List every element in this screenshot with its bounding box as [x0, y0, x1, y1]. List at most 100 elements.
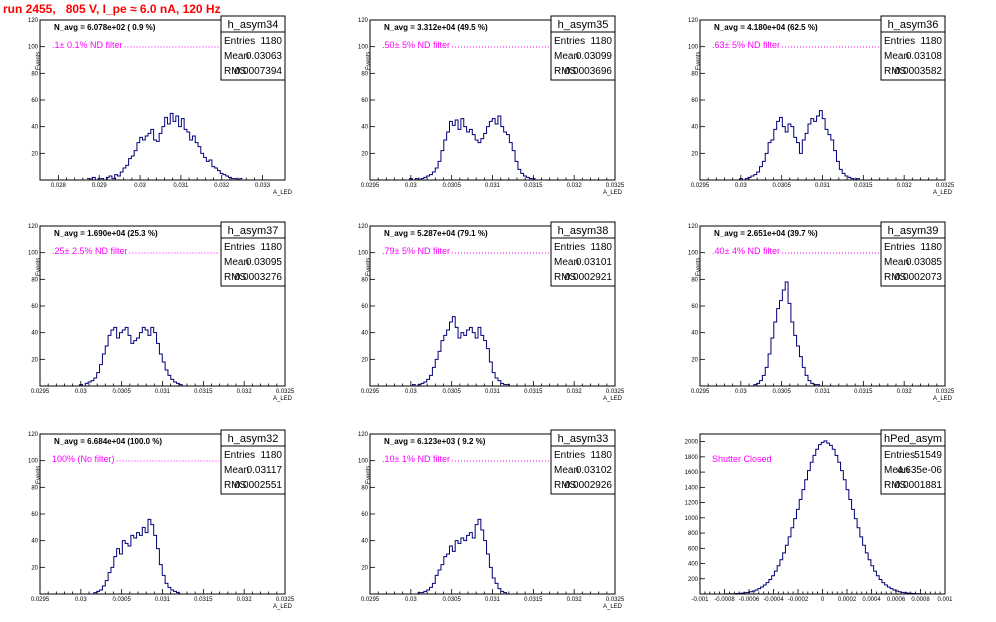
- n-avg-label: N_avg = 6.078e+02 ( 0.9 %): [54, 23, 156, 32]
- y-axis-label: Events: [36, 52, 42, 70]
- y-tick-label: 40: [691, 331, 698, 337]
- y-tick-label: 1600: [685, 470, 699, 476]
- stats-value: 0.0002073: [895, 272, 943, 283]
- x-tick-label: 0.0305: [112, 389, 131, 395]
- y-tick-label: 60: [361, 98, 368, 104]
- histogram-panel-h_asym34: 0.028 0.029 0.03 0.031 0.032 0.033 20 40 60 80 100…: [28, 15, 293, 196]
- stats-label: Entries: [884, 36, 915, 47]
- y-tick-label: 80: [691, 277, 698, 283]
- x-tick-label: 0.0325: [936, 389, 955, 395]
- y-tick-label: 120: [28, 432, 39, 438]
- y-tick-label: 80: [31, 277, 38, 283]
- y-tick-label: 1200: [685, 501, 699, 507]
- stats-value: 0.03102: [576, 465, 613, 476]
- stats-label: Entries: [884, 450, 915, 461]
- y-tick-label: 20: [361, 565, 368, 571]
- y-tick-label: 600: [688, 546, 699, 552]
- histogram-line: [736, 281, 868, 387]
- y-tick-label: 40: [361, 125, 368, 131]
- y-tick-label: 40: [361, 331, 368, 337]
- stats-title: h_asym35: [558, 19, 609, 31]
- x-tick-label: 0.03: [405, 389, 417, 395]
- stats-label: Entries: [224, 36, 255, 47]
- y-tick-label: 100: [688, 45, 699, 51]
- histogram-line: [406, 316, 538, 387]
- histogram-panel-h_asym36: 0.0295 0.03 0.0305 0.031 0.0315 0.032 0.0325 20…: [688, 15, 955, 196]
- y-tick-label: 60: [691, 304, 698, 310]
- stats-value: 0.03063: [246, 51, 283, 62]
- stats-value: 1180: [590, 242, 612, 253]
- stats-label: RMS: [554, 66, 577, 77]
- histogram-panel-h_asym37: 0.0295 0.03 0.0305 0.031 0.0315 0.032 0.0325 20…: [28, 221, 295, 402]
- x-tick-label: 0.0315: [524, 183, 543, 189]
- x-tick-label: 0.0295: [31, 597, 50, 603]
- y-tick-label: 80: [361, 277, 368, 283]
- stats-value: 0.0002926: [565, 480, 613, 491]
- histogram-line: [406, 518, 538, 595]
- y-tick-label: 200: [688, 577, 699, 583]
- histogram-line: [722, 440, 929, 595]
- stats-value: 0.03099: [576, 51, 613, 62]
- stats-box: [880, 445, 946, 495]
- stats-value: 0.03101: [576, 257, 613, 268]
- x-tick-label: 0.033: [255, 183, 271, 189]
- stats-box: [550, 31, 616, 81]
- y-axis-label: Events: [696, 258, 702, 276]
- histogram-panel-h_asym38: 0.0295 0.03 0.0305 0.031 0.0315 0.032 0.0325 20…: [358, 221, 625, 402]
- stats-title: h_asym32: [228, 433, 279, 445]
- stats-label: Mean: [224, 51, 249, 62]
- stats-title: h_asym39: [888, 225, 939, 237]
- x-tick-label: 0.032: [567, 183, 583, 189]
- stats-value: 0.0003696: [565, 66, 613, 77]
- y-tick-label: 1400: [685, 485, 699, 491]
- y-tick-label: 100: [358, 459, 369, 465]
- x-tick-label: 0.0006: [887, 597, 906, 603]
- stats-value: 0.0002921: [565, 272, 613, 283]
- stats-box: [880, 237, 946, 287]
- stats-value: 0.0003582: [895, 66, 943, 77]
- stats-label: Entries: [884, 242, 915, 253]
- x-tick-label: 0.0008: [911, 597, 930, 603]
- stats-label: RMS: [224, 272, 247, 283]
- run-title: run 2455, 805 V, I_pe ≈ 6.0 nA, 120 Hz: [3, 2, 221, 16]
- x-tick-label: 0.0325: [936, 183, 955, 189]
- x-tick-label: 0.0325: [276, 389, 295, 395]
- x-tick-label: 0.0305: [442, 389, 461, 395]
- x-tick-label: 0.0004: [862, 597, 881, 603]
- x-tick-label: 0.0315: [524, 597, 543, 603]
- y-tick-label: 80: [361, 71, 368, 77]
- histogram-line: [76, 326, 208, 387]
- stats-title: h_asym33: [558, 433, 609, 445]
- stats-value: 1180: [590, 36, 612, 47]
- x-tick-label: 0.03: [735, 183, 747, 189]
- x-tick-label: 0.032: [237, 389, 253, 395]
- y-tick-label: 120: [358, 224, 369, 230]
- filter-label: 100% (No filter): [52, 454, 115, 464]
- stats-value: 0.03108: [906, 51, 943, 62]
- x-tick-label: 0.031: [173, 183, 189, 189]
- y-tick-label: 60: [31, 304, 38, 310]
- y-tick-label: 400: [688, 562, 699, 568]
- x-tick-label: 0.0315: [524, 389, 543, 395]
- x-tick-label: 0.0315: [854, 389, 873, 395]
- x-tick-label: -0.0002: [788, 597, 809, 603]
- filter-label: Shutter Closed: [712, 454, 772, 464]
- stats-value: 1180: [920, 242, 942, 253]
- stats-value: 1180: [920, 36, 942, 47]
- y-axis-label: Events: [366, 52, 372, 70]
- x-tick-label: 0.031: [485, 183, 501, 189]
- n-avg-label: N_avg = 5.287e+04 (79.1 %): [384, 229, 488, 238]
- stats-value: 1180: [260, 242, 282, 253]
- x-axis-label: A_LED: [933, 396, 953, 402]
- x-tick-label: 0.0315: [854, 183, 873, 189]
- x-tick-label: 0.0315: [194, 597, 213, 603]
- n-avg-label: N_avg = 4.180e+04 (62.5 %): [714, 23, 818, 32]
- stats-title: hPed_asym: [884, 433, 942, 445]
- y-tick-label: 80: [361, 485, 368, 491]
- stats-label: RMS: [224, 480, 247, 491]
- y-tick-label: 20: [31, 357, 38, 363]
- x-tick-label: 0.031: [155, 389, 171, 395]
- x-tick-label: 0.028: [51, 183, 67, 189]
- y-tick-label: 60: [361, 304, 368, 310]
- stats-box: [880, 31, 946, 81]
